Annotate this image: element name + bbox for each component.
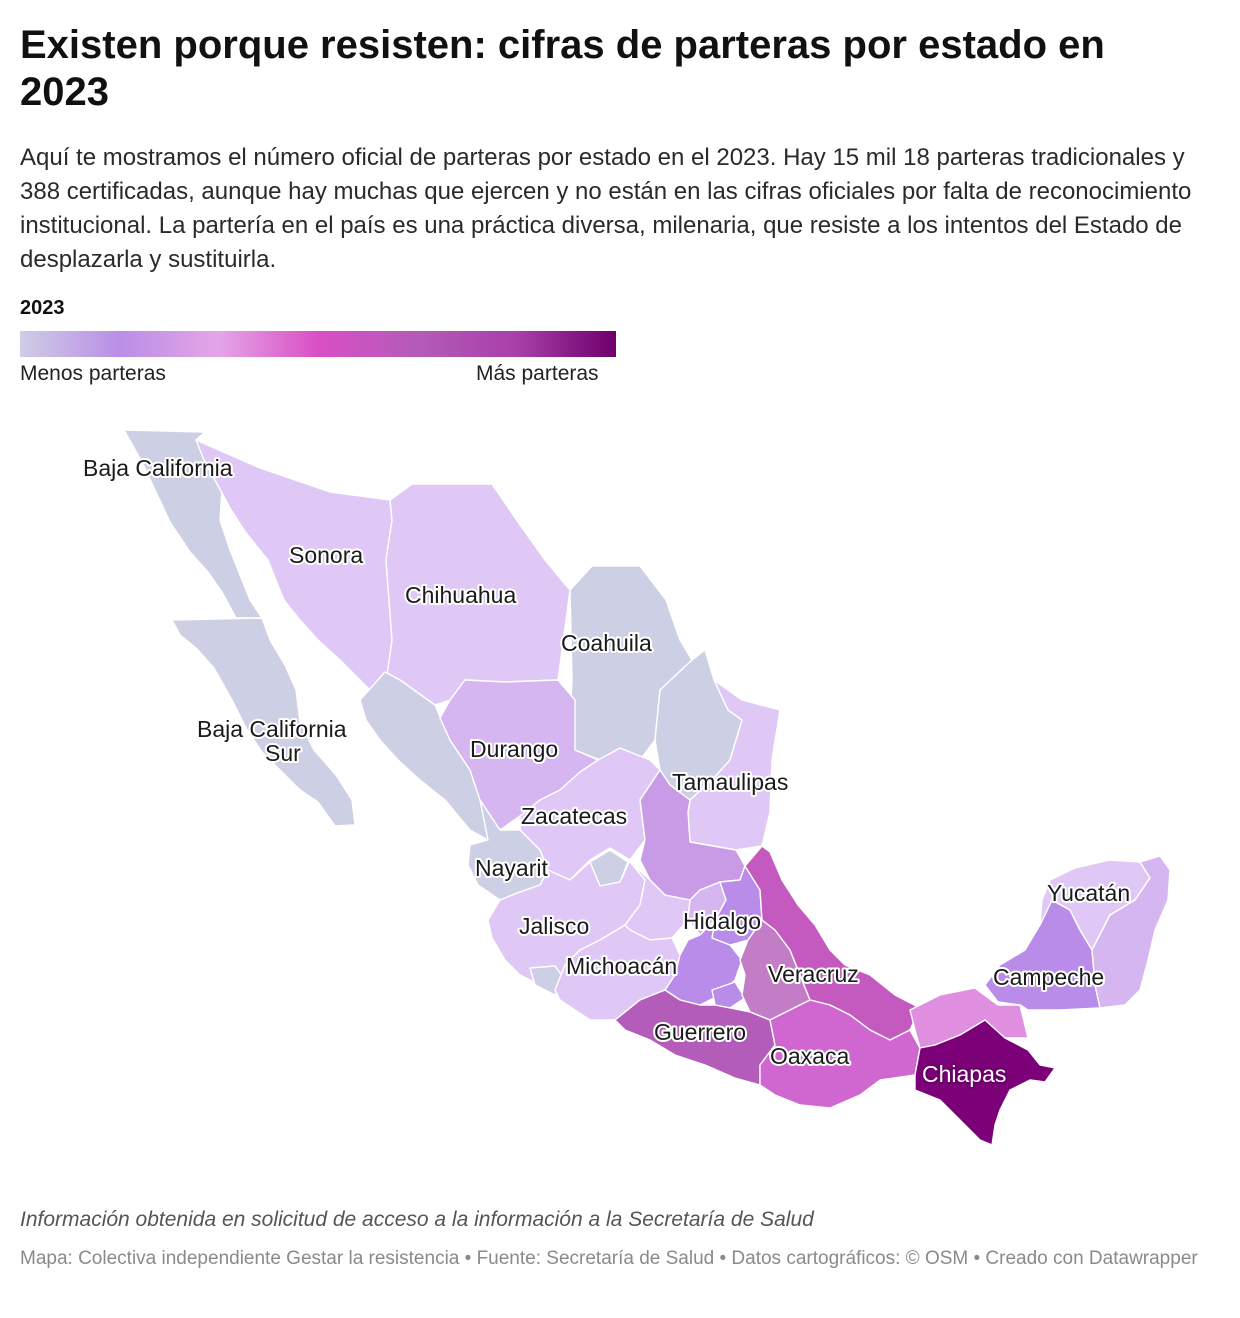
label-campeche: Campeche bbox=[993, 964, 1104, 990]
mexico-choropleth-map: Baja California Sonora Chihuahua Coahuil… bbox=[81, 429, 1171, 1146]
label-chiapas: Chiapas bbox=[922, 1061, 1006, 1087]
label-baja-california-sur-2: Sur bbox=[265, 740, 301, 766]
label-yucatan: Yucatán bbox=[1047, 880, 1130, 906]
state-estado-de-mexico[interactable] bbox=[664, 919, 743, 1006]
label-oaxaca: Oaxaca bbox=[770, 1043, 849, 1069]
label-chihuahua: Chihuahua bbox=[405, 582, 516, 608]
label-hidalgo: Hidalgo bbox=[683, 908, 761, 934]
state-baja-california-sur[interactable] bbox=[171, 617, 356, 827]
state-zacatecas[interactable] bbox=[519, 747, 661, 881]
label-nayarit: Nayarit bbox=[475, 855, 548, 881]
legend-high-label: Más parteras bbox=[476, 362, 599, 385]
label-jalisco: Jalisco bbox=[519, 913, 589, 939]
label-zacatecas: Zacatecas bbox=[521, 803, 627, 829]
chart-title: Existen porque resisten: cifras de parte… bbox=[20, 23, 1105, 114]
state-quintana-roo[interactable] bbox=[1091, 855, 1171, 1009]
legend-low-label: Menos parteras bbox=[20, 362, 166, 385]
label-veracruz: Veracruz bbox=[768, 961, 859, 987]
state-morelos[interactable] bbox=[711, 981, 746, 1009]
state-chiapas[interactable] bbox=[914, 1019, 1056, 1146]
legend-title: 2023 bbox=[20, 297, 65, 319]
label-durango: Durango bbox=[470, 736, 558, 762]
label-michoacan: Michoacán bbox=[566, 953, 677, 979]
source-note: Información obtenida en solicitud de acc… bbox=[20, 1208, 814, 1231]
legend-color-scale bbox=[20, 331, 616, 357]
label-sonora: Sonora bbox=[289, 542, 363, 568]
label-coahuila: Coahuila bbox=[561, 630, 652, 656]
legend-gradient-bar bbox=[20, 331, 616, 357]
label-tamaulipas: Tamaulipas bbox=[672, 769, 788, 795]
label-baja-california: Baja California bbox=[83, 455, 233, 481]
label-baja-california-sur-1: Baja California bbox=[197, 716, 347, 742]
credits: Mapa: Colectiva independiente Gestar la … bbox=[20, 1248, 1198, 1269]
chart-description: Aquí te mostramos el número oficial de p… bbox=[20, 144, 1192, 273]
label-guerrero: Guerrero bbox=[654, 1019, 746, 1045]
